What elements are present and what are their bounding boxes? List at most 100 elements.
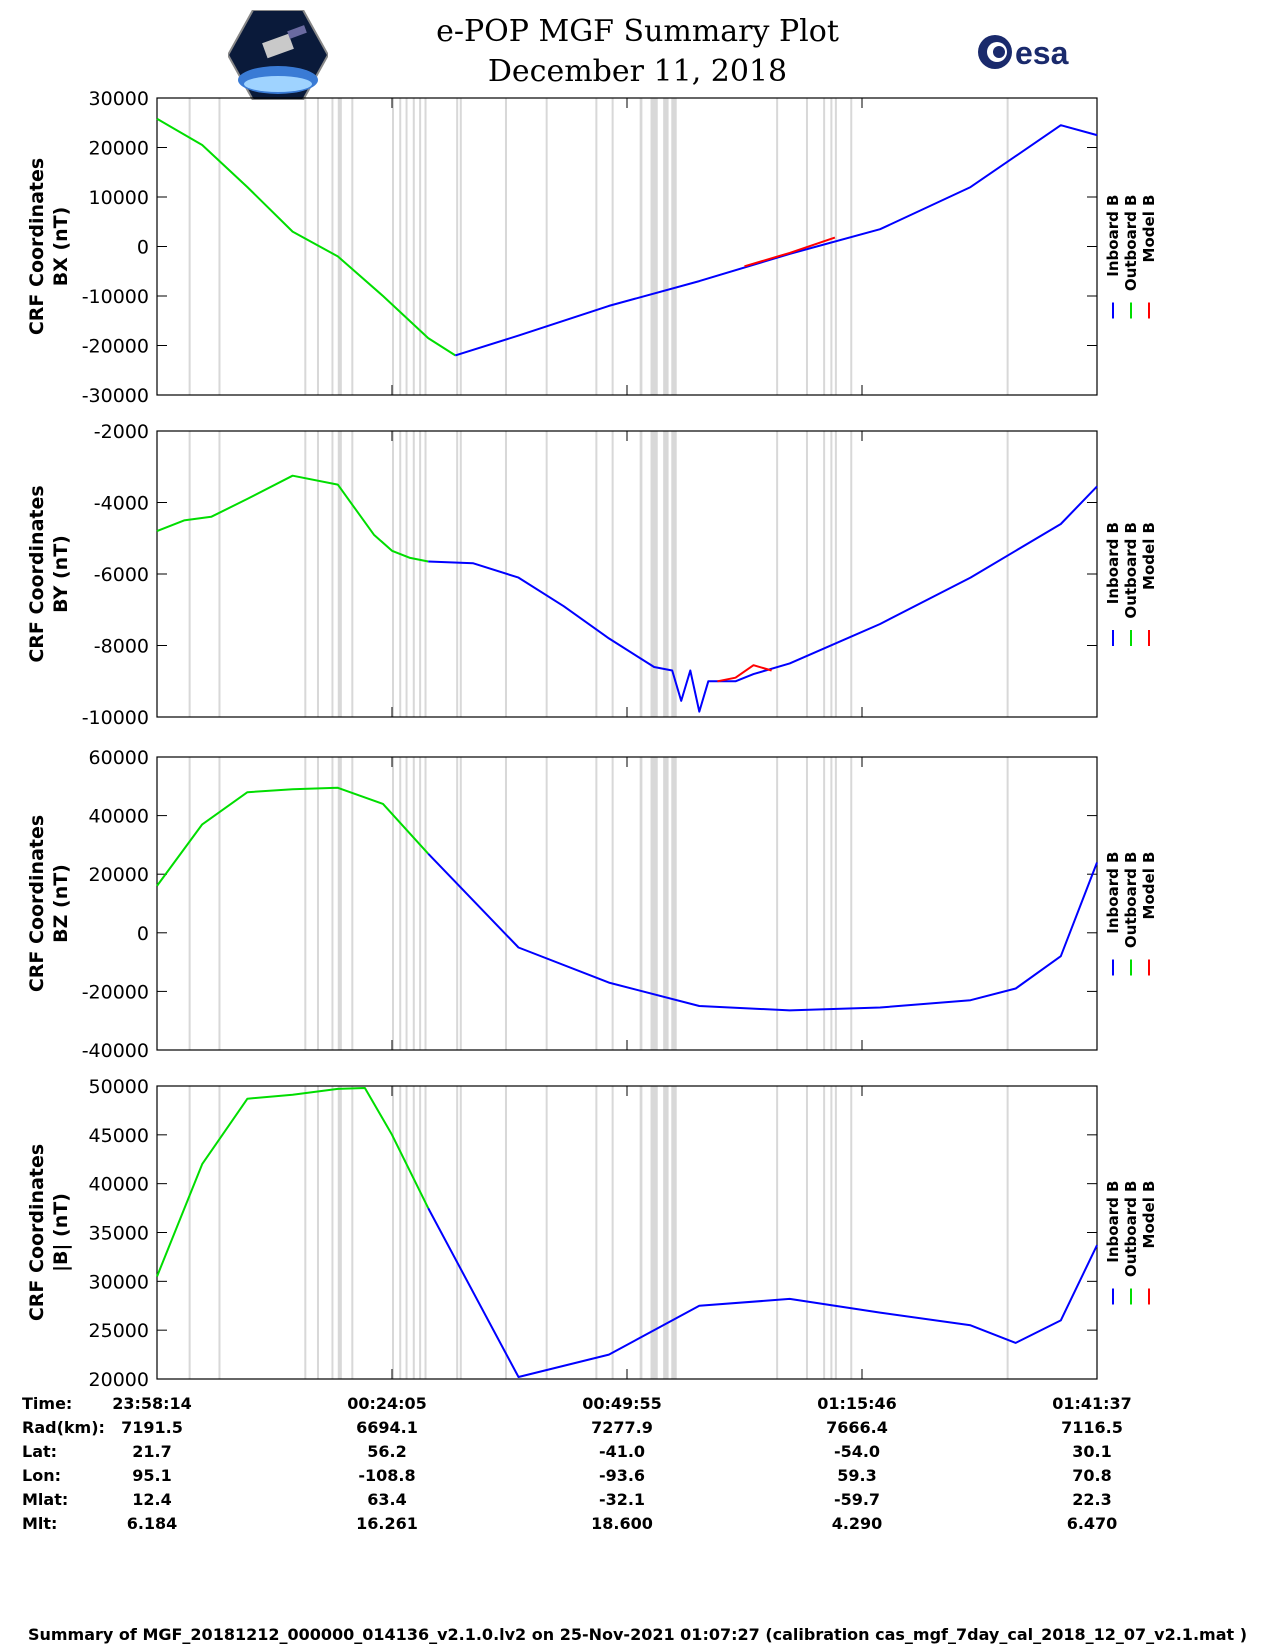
data-gap-band <box>405 1086 408 1379</box>
data-gap-band <box>639 757 643 1050</box>
info-value: 23:58:14 <box>112 1394 192 1413</box>
y-tick-label: -8000 <box>94 636 149 658</box>
data-gap-band <box>316 757 319 1050</box>
y-tick-label: -30000 <box>82 385 149 407</box>
data-gap-band <box>424 431 427 717</box>
data-gap-band <box>316 1086 319 1379</box>
cassiope-logo <box>228 10 328 100</box>
y-axis-unit-label: |B| (nT) <box>50 1193 72 1272</box>
esa-logo: esa <box>978 35 1069 71</box>
data-gap-band <box>850 98 853 395</box>
plot-frame <box>156 97 1098 396</box>
info-value: 6.470 <box>1067 1514 1118 1533</box>
y-axis-unit-label: BY (nT) <box>50 535 72 613</box>
data-gap-band <box>459 757 462 1050</box>
data-gap-band <box>337 431 342 717</box>
data-gap-band <box>1006 757 1009 1050</box>
y-axis-label: CRF Coordinates <box>26 158 48 335</box>
data-gap-band <box>545 431 548 717</box>
data-gap-band <box>595 431 598 717</box>
y-axis-label: CRF Coordinates <box>26 485 48 662</box>
y-tick-label: -2000 <box>94 421 149 443</box>
data-gap-band <box>639 1086 643 1379</box>
data-gap-band <box>331 98 334 395</box>
data-gap-band <box>834 757 837 1050</box>
data-gap-band <box>424 98 427 395</box>
data-gap-band <box>639 98 643 395</box>
info-value: 7277.9 <box>591 1418 653 1437</box>
data-gap-band <box>218 757 221 1050</box>
data-gap-band <box>392 431 394 717</box>
data-gap-band <box>805 757 808 1050</box>
series-line-outboard-b <box>156 474 429 563</box>
data-gap-band <box>337 1086 342 1379</box>
data-gap-band <box>337 757 342 1050</box>
data-gap-band <box>595 98 598 395</box>
data-gap-band <box>545 757 548 1050</box>
y-tick-label: -20000 <box>82 336 149 358</box>
data-gap-band <box>456 1086 459 1379</box>
info-row-label: Lon: <box>22 1466 61 1485</box>
y-tick-label: 20000 <box>89 138 149 160</box>
legend-label: Outboard B <box>1122 852 1140 949</box>
legend-label: Outboard B <box>1122 195 1140 292</box>
data-gap-band <box>830 98 833 395</box>
data-gap-band <box>419 98 422 395</box>
info-value: -54.0 <box>834 1442 880 1461</box>
data-gap-band <box>459 431 462 717</box>
data-gap-band <box>405 98 408 395</box>
y-tick-label: 25000 <box>89 1320 149 1342</box>
plot-frame <box>156 1085 1098 1380</box>
data-gap-band <box>331 431 334 717</box>
data-gap-band <box>456 98 459 395</box>
data-gap-band <box>419 757 422 1050</box>
data-gap-band <box>316 431 319 717</box>
series-line-outboard-b <box>156 786 429 887</box>
y-tick-label: 0 <box>137 923 149 945</box>
data-gap-band <box>545 98 548 395</box>
data-gap-band <box>776 757 779 1050</box>
footer-text: Summary of MGF_20181212_000000_014136_v2… <box>27 1625 1248 1644</box>
y-tick-label: -6000 <box>94 564 149 586</box>
panel-2: -2000 -4000 -6000 -8000 -10000 CRF Coordinate… <box>26 421 1158 729</box>
data-gap-band <box>650 1086 658 1379</box>
data-gap-band <box>405 431 408 717</box>
series-line-model-b <box>717 664 772 683</box>
data-gap-band <box>776 431 779 717</box>
data-gap-band <box>504 98 507 395</box>
data-gap-band <box>650 757 658 1050</box>
info-value: 16.261 <box>356 1514 418 1533</box>
data-gap-band <box>392 1086 394 1379</box>
legend-label: Model B <box>1140 195 1158 263</box>
info-value: -59.7 <box>834 1490 880 1509</box>
info-value: 22.3 <box>1072 1490 1111 1509</box>
series-line-model-b <box>744 236 836 268</box>
data-gap-band <box>459 1086 462 1379</box>
data-gap-band <box>834 431 837 717</box>
data-gap-band <box>823 1086 826 1379</box>
panel-4: 50000 45000 40000 35000 30000 25000 20000 CRF C… <box>26 1076 1158 1391</box>
info-value: 56.2 <box>367 1442 406 1461</box>
data-gap-band <box>188 431 191 717</box>
legend-label: Model B <box>1140 522 1158 590</box>
data-gap-band <box>850 757 853 1050</box>
data-gap-band <box>456 431 459 717</box>
info-row-label: Rad(km): <box>22 1418 105 1437</box>
info-value: 01:41:37 <box>1052 1394 1132 1413</box>
data-gap-band <box>671 757 677 1050</box>
y-tick-label: 35000 <box>89 1223 149 1245</box>
data-gap-band <box>304 431 307 717</box>
legend-label: Model B <box>1140 852 1158 920</box>
data-gap-band <box>392 98 394 395</box>
data-gap-band <box>776 98 779 395</box>
info-value: 63.4 <box>367 1490 406 1509</box>
y-tick-label: 10000 <box>89 187 149 209</box>
data-gap-band <box>331 1086 334 1379</box>
data-gap-band <box>663 757 669 1050</box>
info-row-label: Mlat: <box>22 1490 68 1509</box>
info-row-label: Time: <box>22 1394 72 1413</box>
data-gap-band <box>663 98 669 395</box>
data-gap-band <box>611 431 614 717</box>
info-value: 00:49:55 <box>582 1394 662 1413</box>
legend-label: Inboard B <box>1104 852 1122 934</box>
